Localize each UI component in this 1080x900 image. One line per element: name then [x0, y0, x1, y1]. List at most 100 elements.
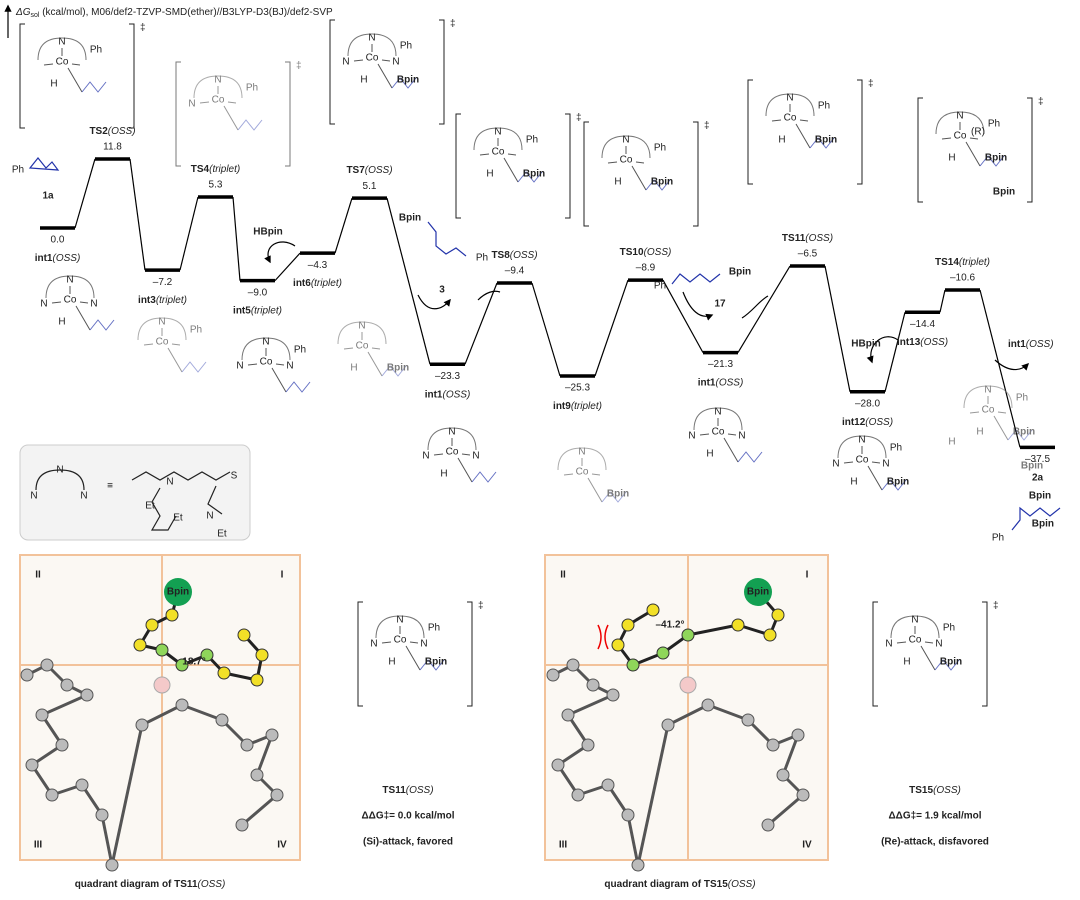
quadrant-panel — [19, 554, 301, 861]
pincer-arc — [241, 337, 291, 361]
bond — [41, 693, 88, 717]
bonds — [699, 418, 739, 463]
bond — [181, 703, 223, 722]
atom-label: Bpin — [940, 657, 962, 668]
atom — [255, 648, 269, 662]
chain — [934, 659, 960, 671]
state-spin: (OSS) — [805, 233, 833, 244]
chain — [645, 179, 671, 191]
bpin-label: Bpin — [167, 587, 189, 598]
ligand-label: Et — [173, 513, 183, 524]
state-name: int3 — [138, 295, 156, 306]
ligand-label: ≡ — [107, 481, 113, 492]
atom — [240, 738, 254, 752]
atom-label: Bpin — [425, 657, 447, 668]
state-label: int1(OSS) — [35, 253, 81, 264]
atom — [80, 688, 94, 702]
chain — [391, 77, 417, 89]
structure: N Co H (R)Ph Bpin Bpin ‡ — [917, 97, 1044, 203]
atom — [95, 808, 109, 822]
connector — [74, 158, 96, 229]
state-spin: (OSS) — [920, 337, 948, 348]
atom-label: Ph — [818, 101, 830, 112]
atom-label: Ph — [943, 623, 955, 634]
bond — [687, 623, 739, 637]
species-label: 3 — [439, 285, 445, 296]
reagent-arrow — [866, 336, 899, 364]
state-name: int9 — [553, 401, 571, 412]
state-spin: (triplet) — [311, 278, 342, 289]
bracket — [872, 601, 988, 707]
atom-label: H — [486, 169, 493, 180]
atom-label: N — [188, 99, 195, 110]
atom — [631, 858, 645, 872]
energy-label: 11.8 — [103, 142, 122, 153]
structure: N Co Ph H Bpin ‡ — [583, 121, 710, 227]
atom-label: N — [885, 639, 892, 650]
connector — [662, 279, 704, 353]
atom-label: Ph — [654, 281, 666, 292]
atom-label: Bpin — [387, 363, 409, 374]
atom-label: N — [158, 317, 165, 328]
atom — [217, 666, 231, 680]
pincer-arc — [137, 317, 187, 341]
panel-caption: quadrant diagram of TS15(OSS) — [604, 879, 755, 890]
energy-label: –9.4 — [505, 266, 525, 277]
atom-label: N — [396, 615, 403, 626]
structure: N N Co Ph ‡ — [175, 61, 302, 167]
state-spin: (OSS) — [644, 247, 672, 258]
molecule — [28, 157, 60, 171]
atom — [606, 688, 620, 702]
axis-text: (kcal/mol), M06/def2-TZVP-SMD(ether)//B3… — [39, 7, 333, 18]
ts-state: (OSS) — [406, 785, 434, 796]
connector — [464, 282, 498, 365]
pincer-arc — [375, 615, 425, 639]
pincer-arc — [45, 275, 95, 299]
energy-label: –10.6 — [950, 273, 975, 284]
pincer-arc — [193, 75, 243, 99]
atom — [626, 658, 640, 672]
energy-label: –25.3 — [565, 383, 590, 394]
atom-label: Ph — [400, 41, 412, 52]
quadrant-label: IV — [802, 840, 812, 851]
atom — [175, 698, 189, 712]
atom-label: H — [850, 477, 857, 488]
state-name: int13 — [897, 337, 921, 348]
atom — [766, 738, 780, 752]
atom-label: Bpin — [399, 213, 421, 224]
connector — [334, 197, 353, 254]
ligand-label: N — [30, 491, 37, 502]
chain — [881, 479, 907, 491]
dagger: ‡ — [868, 79, 874, 90]
atom-label: Bpin — [993, 187, 1015, 198]
atom — [656, 646, 670, 660]
caption-prefix: quadrant diagram of — [604, 879, 703, 890]
bond — [781, 734, 800, 776]
chain — [89, 319, 115, 331]
cobalt — [679, 676, 697, 694]
atom — [270, 788, 284, 802]
state-spin: (triplet) — [571, 401, 602, 412]
energy-label: 0.0 — [51, 235, 65, 246]
atom-label: N — [472, 451, 479, 462]
ts-label: TS11 — [382, 785, 406, 796]
energy-label: –23.3 — [435, 371, 460, 382]
atom-label: Co — [366, 53, 379, 64]
ligand-skeleton — [131, 471, 231, 531]
ligand-label: N — [206, 511, 213, 522]
bond — [567, 693, 614, 717]
bonds — [433, 438, 473, 483]
pincer-arc — [601, 135, 651, 159]
atom-label: Ph — [12, 165, 24, 176]
bonds — [143, 328, 183, 373]
ligand-label: Et — [217, 529, 227, 540]
atom-label: Co — [56, 57, 69, 68]
state-spin: (OSS) — [716, 377, 744, 388]
atom-label: Co — [620, 155, 633, 166]
atom-label: Bpin — [815, 135, 837, 146]
atom-label: N — [832, 459, 839, 470]
atom — [250, 673, 264, 687]
atom-label: N — [494, 127, 501, 138]
atom — [155, 643, 169, 657]
